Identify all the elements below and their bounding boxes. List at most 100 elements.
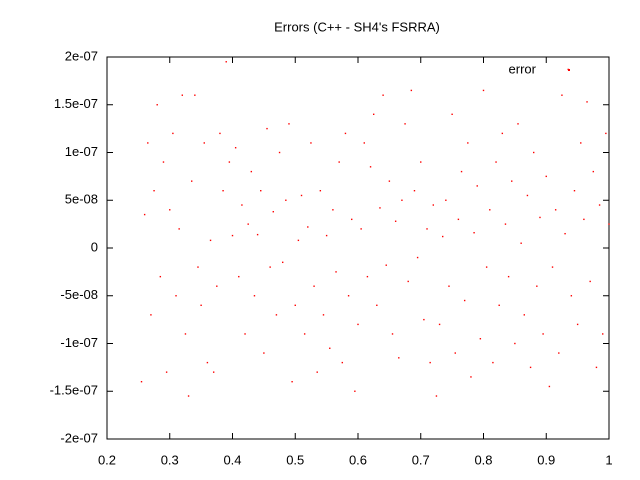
point [517, 123, 519, 125]
point [576, 323, 579, 326]
point [172, 132, 174, 135]
point [231, 234, 234, 237]
point [169, 209, 171, 211]
point [212, 371, 215, 373]
point [498, 304, 500, 306]
point [175, 295, 177, 297]
point [203, 142, 205, 144]
point [423, 318, 425, 321]
point [467, 142, 469, 144]
y-tick-label: -1e-07 [60, 335, 98, 350]
point [244, 333, 246, 335]
legend-swatch [568, 69, 570, 71]
point [451, 113, 453, 115]
point [250, 170, 253, 173]
point [291, 381, 293, 383]
point [363, 142, 365, 144]
x-tick-label: 0.7 [412, 452, 430, 467]
point [416, 256, 419, 259]
point [413, 190, 416, 192]
point [263, 352, 265, 354]
point [457, 218, 460, 221]
point [285, 199, 287, 201]
point [194, 94, 196, 96]
point [551, 266, 554, 268]
point [269, 266, 271, 268]
point [147, 142, 149, 144]
point [316, 371, 318, 373]
point [482, 89, 485, 92]
point [476, 185, 478, 187]
point [410, 89, 413, 92]
point [307, 226, 309, 228]
point [479, 338, 482, 340]
point [429, 361, 431, 364]
point [507, 275, 510, 278]
point [407, 280, 409, 283]
y-tick-label: 0 [91, 239, 98, 254]
point [288, 123, 290, 125]
point [388, 180, 391, 182]
point [391, 333, 394, 335]
point [382, 94, 384, 96]
point [181, 94, 183, 96]
point [445, 199, 447, 201]
point [448, 285, 450, 287]
point [595, 366, 598, 369]
y-tick-label: 1e-07 [65, 144, 98, 159]
point [608, 223, 610, 225]
point [580, 142, 582, 144]
point [341, 361, 344, 364]
point [357, 323, 359, 326]
point [140, 381, 143, 383]
y-tick-label: 5e-08 [65, 192, 98, 207]
point [460, 170, 463, 173]
point [225, 61, 227, 63]
point [432, 204, 434, 206]
point [219, 132, 221, 135]
point [200, 304, 202, 306]
point [278, 151, 281, 154]
point [322, 314, 325, 316]
point [520, 242, 522, 244]
point [162, 161, 165, 163]
point [332, 209, 334, 211]
point [533, 151, 535, 154]
point [398, 357, 400, 359]
point [463, 299, 466, 302]
point [529, 366, 532, 369]
point [234, 147, 237, 149]
point [282, 261, 284, 264]
point [598, 204, 601, 206]
point [526, 194, 529, 197]
y-tick-label: -1.5e-07 [50, 383, 98, 398]
point [602, 333, 604, 335]
point [366, 275, 369, 278]
point [542, 333, 544, 335]
point [347, 295, 350, 297]
point [523, 314, 525, 316]
point [426, 228, 428, 230]
point [159, 275, 162, 278]
point [238, 275, 240, 278]
point [586, 101, 588, 103]
y-tick-label: 1.5e-07 [54, 96, 98, 111]
point [209, 239, 212, 242]
x-tick-label: 0.4 [223, 452, 241, 467]
x-tick-label: 0.2 [98, 452, 116, 467]
point [206, 361, 209, 364]
point [545, 175, 547, 178]
point [187, 395, 190, 397]
point [313, 285, 315, 287]
y-tick-label: 2e-07 [65, 48, 98, 63]
point [216, 285, 218, 287]
point [351, 218, 353, 221]
y-tick-label: -2e-07 [60, 430, 98, 445]
point [511, 180, 513, 182]
point [548, 385, 551, 388]
point [143, 213, 146, 216]
point [470, 376, 472, 378]
point [570, 295, 573, 297]
point [564, 232, 566, 235]
